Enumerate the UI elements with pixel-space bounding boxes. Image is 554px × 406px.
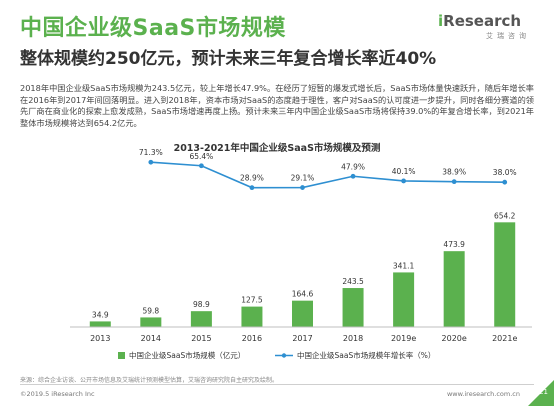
bar-label-2013: 34.9 (92, 310, 109, 319)
growth-label-2014: 71.3% (139, 148, 163, 157)
x-tick-2017: 2017 (292, 334, 312, 343)
bar-2021e (494, 222, 516, 327)
bar-2015 (190, 311, 212, 327)
x-tick-2013: 2013 (90, 334, 110, 343)
bar-label-2020e: 473.9 (443, 240, 465, 249)
bar-label-2021e: 654.2 (494, 211, 516, 220)
growth-label-2019e: 40.1% (392, 167, 416, 176)
footer-divider (20, 384, 534, 385)
copyright: ©2019.5 iResearch Inc (20, 390, 95, 398)
summary-paragraph: 2018年中国企业级SaaS市场规模为243.5亿元，较上年增长47.9%。在经… (20, 83, 534, 128)
website: www.iresearch.com.cn (446, 390, 520, 398)
bar-label-2019e: 341.1 (393, 261, 415, 270)
legend-bar-swatch (118, 352, 125, 359)
corner-triangle (528, 380, 554, 406)
x-axis: 2013 2014 2015 2016 2017 2018 2019e 2020e 2021e (70, 326, 532, 343)
bar-2013 (89, 321, 111, 327)
bar-2020e (443, 251, 465, 327)
logo-wordmark: iResearch (438, 12, 522, 30)
growth-rate-layer: 71.3% 65.4% 28.9% 29.1% 47.9% 40.1% 38.9% 38.0% (139, 148, 517, 191)
x-tick-2021e: 2021e (492, 334, 517, 343)
legend-line-marker (281, 353, 287, 358)
bar-2018 (342, 288, 364, 327)
chart-title: 2013-2021年中国企业级SaaS市场规模及预测 (174, 142, 381, 154)
growth-point-2017 (300, 185, 305, 190)
logo-subtext: 艾瑞咨询 (486, 32, 530, 40)
bar-2014 (140, 317, 162, 327)
bar-2016 (241, 306, 263, 327)
growth-label-2021e: 38.0% (493, 168, 517, 177)
bar-2019e (393, 272, 415, 327)
growth-label-2016: 28.9% (240, 174, 264, 183)
growth-point-2016 (249, 185, 255, 191)
chart-legend: 中国企业级SaaS市场规模（亿元） 中国企业级SaaS市场规模年增长率（%） (118, 350, 435, 360)
bar-label-2014: 59.8 (142, 306, 159, 315)
source-note: 来源：综合企业访谈、公开市场信息及艾瑞统计预测模型估算，艾瑞咨询研究院自主研究及… (20, 377, 279, 384)
growth-label-2017: 29.1% (291, 174, 315, 183)
growth-label-2015: 65.4% (189, 152, 213, 161)
bar-label-2018: 243.5 (342, 277, 364, 286)
growth-point-2015 (198, 163, 204, 169)
x-tick-2015: 2015 (191, 334, 211, 343)
bar-label-2017: 164.6 (292, 290, 314, 299)
bar-layer: 34.9 59.8 98.9 127.5 164.6 243.5 341.1 473.9 654… (89, 211, 516, 327)
bar-2017 (292, 300, 313, 327)
x-tick-2018: 2018 (343, 334, 363, 343)
x-tick-2020e: 2020e (442, 334, 467, 343)
bar-label-2016: 127.5 (241, 296, 263, 305)
growth-rate-line (150, 161, 505, 189)
growth-label-2018: 47.9% (341, 162, 365, 171)
growth-point-2014 (148, 159, 154, 165)
x-tick-2014: 2014 (141, 334, 161, 343)
page-title: 中国企业级SaaS市场规模 (20, 16, 286, 41)
growth-point-2018 (350, 173, 356, 179)
growth-point-2021e (502, 179, 508, 185)
growth-point-2020e (451, 179, 457, 185)
x-tick-2016: 2016 (242, 334, 262, 343)
growth-label-2020e: 38.9% (442, 168, 466, 177)
legend-bar-label: 中国企业级SaaS市场规模（亿元） (129, 350, 245, 360)
bar-label-2015: 98.9 (193, 300, 210, 309)
x-tick-2019e: 2019e (391, 334, 416, 343)
page-number: 21 (539, 388, 548, 396)
iresearch-logo: iResearch 艾瑞咨询 (438, 12, 534, 44)
legend-line-label: 中国企业级SaaS市场规模年增长率（%） (297, 350, 435, 360)
growth-point-2019e (401, 178, 407, 184)
page-subtitle: 整体规模约250亿元，预计未来三年复合增长率近40% (20, 49, 437, 69)
